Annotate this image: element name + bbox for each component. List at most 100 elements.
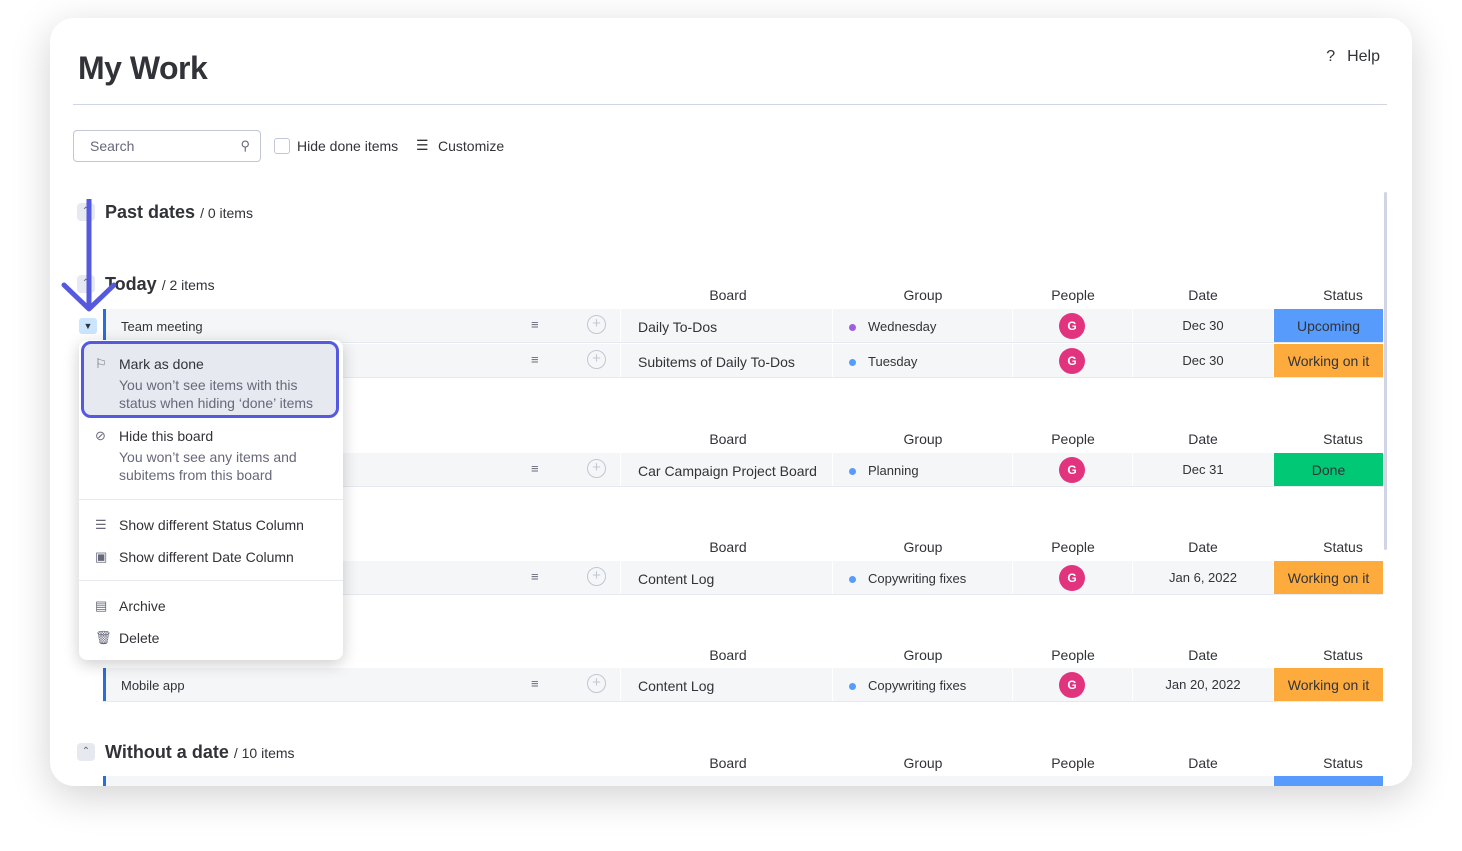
flag-icon: ⚐ (95, 356, 107, 371)
scrollbar[interactable] (1384, 192, 1387, 550)
subitems-icon[interactable]: ≡ (531, 352, 539, 367)
table-row[interactable]: Team meeting ≡ + Daily To-Dos Wednesday … (103, 309, 1383, 343)
add-update-icon[interactable]: + (587, 350, 606, 369)
question-icon: ? (1326, 48, 1336, 65)
column-header-people: People (1051, 755, 1095, 771)
row-color-bar (103, 309, 106, 342)
help-button[interactable]: ? Help (1326, 48, 1380, 66)
section-title: Today (105, 274, 157, 294)
column-header-people: People (1051, 539, 1095, 555)
avatar[interactable]: G (1059, 457, 1085, 483)
divider (73, 104, 1387, 105)
add-update-icon[interactable]: + (587, 459, 606, 478)
date-cell[interactable]: Dec 30 (1132, 309, 1273, 342)
section-title: Without a date (105, 742, 229, 762)
board-name[interactable]: Content Log (638, 571, 715, 587)
column-header-group: Group (903, 431, 943, 447)
section-count: / 2 items (161, 277, 215, 293)
board-name[interactable]: Content Log (638, 678, 715, 694)
columns-icon: ☰ (95, 517, 107, 532)
item-menu-button[interactable]: ▼ (79, 318, 97, 334)
add-update-icon[interactable]: + (587, 315, 606, 334)
column-header-date: Date (1188, 539, 1218, 555)
row-color-bar (103, 668, 106, 701)
column-header-date: Date (1188, 755, 1218, 771)
subitems-icon[interactable]: ≡ (531, 461, 539, 476)
menu-delete[interactable]: Delete (119, 630, 160, 646)
status-badge[interactable]: Working on it (1273, 668, 1383, 701)
add-update-icon[interactable]: + (587, 674, 606, 693)
item-context-menu: ⚐ Mark as done You won’t see items with t… (79, 340, 343, 660)
eye-off-icon: ⊘ (95, 428, 106, 443)
group-dot (849, 359, 856, 367)
search-input[interactable]: Search ⚲ (73, 130, 261, 162)
column-header-people: People (1051, 647, 1095, 663)
customize-button[interactable]: Customize (438, 138, 505, 154)
board-name[interactable]: Subitems of Daily To-Dos (638, 354, 795, 370)
column-header-board: Board (709, 755, 747, 771)
menu-date-column[interactable]: Show different Date Column (119, 549, 294, 565)
board-name[interactable]: Daily To-Dos (638, 319, 718, 335)
board-name[interactable]: Car Campaign Project Board (638, 463, 817, 479)
column-header-board: Board (709, 539, 747, 555)
menu-status-column[interactable]: Show different Status Column (119, 517, 304, 533)
column-header-board: Board (709, 287, 747, 303)
date-cell[interactable]: Jan 6, 2022 (1132, 561, 1273, 594)
column-header-date: Date (1188, 647, 1218, 663)
subitems-icon[interactable]: ≡ (531, 317, 539, 332)
table-row[interactable] (103, 776, 1383, 786)
section-title: Past dates (105, 202, 196, 222)
menu-hide-board[interactable]: Hide this board You won’t see any items a… (119, 428, 319, 484)
column-header-group: Group (903, 539, 943, 555)
section-past-dates: Past dates / 0 items (105, 202, 253, 223)
hide-board-desc: You won’t see any items and subitems fro… (119, 449, 297, 483)
add-update-icon[interactable]: + (587, 567, 606, 586)
column-header-group: Group (903, 287, 943, 303)
page-title: My Work (78, 50, 208, 86)
status-badge[interactable]: Working on it (1273, 561, 1383, 594)
item-name[interactable]: Team meeting (121, 319, 203, 334)
column-header-status: Status (1323, 647, 1363, 663)
subitems-icon[interactable]: ≡ (531, 676, 539, 691)
status-badge[interactable]: Working on it (1273, 344, 1383, 377)
group-name: Planning (849, 463, 919, 478)
status-badge[interactable]: Upcoming (1273, 309, 1383, 342)
mark-done-desc: You won’t see items with this status whe… (119, 377, 314, 411)
column-header-group: Group (903, 647, 943, 663)
column-header-group: Group (903, 755, 943, 771)
column-header-status: Status (1323, 755, 1363, 771)
table-row[interactable]: Mobile app ≡ + Content Log Copywriting f… (103, 668, 1383, 702)
group-name: Wednesday (849, 319, 936, 334)
group-dot (849, 468, 856, 476)
search-icon: ⚲ (240, 138, 250, 153)
collapse-without-date[interactable]: ⌃ (77, 743, 95, 761)
column-header-status: Status (1323, 539, 1363, 555)
status-badge[interactable]: Done (1273, 453, 1383, 486)
divider (79, 499, 343, 500)
column-header-status: Status (1323, 287, 1363, 303)
group-name: Copywriting fixes (849, 571, 966, 586)
item-name[interactable]: Mobile app (121, 678, 185, 693)
calendar-icon: ▣ (95, 549, 108, 564)
avatar[interactable]: G (1059, 348, 1085, 374)
hide-done-label[interactable]: Hide done items (297, 138, 399, 154)
column-header-people: People (1051, 287, 1095, 303)
column-header-board: Board (709, 431, 747, 447)
date-cell[interactable]: Dec 30 (1132, 344, 1273, 377)
hide-done-checkbox[interactable] (274, 138, 290, 154)
group-dot (849, 683, 856, 691)
group-dot (849, 576, 856, 584)
my-work-window: My Work ? Help Search ⚲ Hide done items ☰ … (50, 18, 1412, 786)
mark-done-label: Mark as done (119, 356, 204, 372)
hide-board-label: Hide this board (119, 428, 214, 444)
date-cell[interactable]: Jan 20, 2022 (1132, 668, 1273, 701)
menu-archive[interactable]: Archive (119, 598, 166, 614)
subitems-icon[interactable]: ≡ (531, 569, 539, 584)
avatar[interactable]: G (1059, 565, 1085, 591)
group-name: Tuesday (849, 354, 917, 369)
menu-mark-as-done[interactable]: Mark as done You won’t see items with thi… (119, 356, 329, 412)
divider (79, 580, 343, 581)
avatar[interactable]: G (1059, 672, 1085, 698)
avatar[interactable]: G (1059, 313, 1085, 339)
date-cell[interactable]: Dec 31 (1132, 453, 1273, 486)
